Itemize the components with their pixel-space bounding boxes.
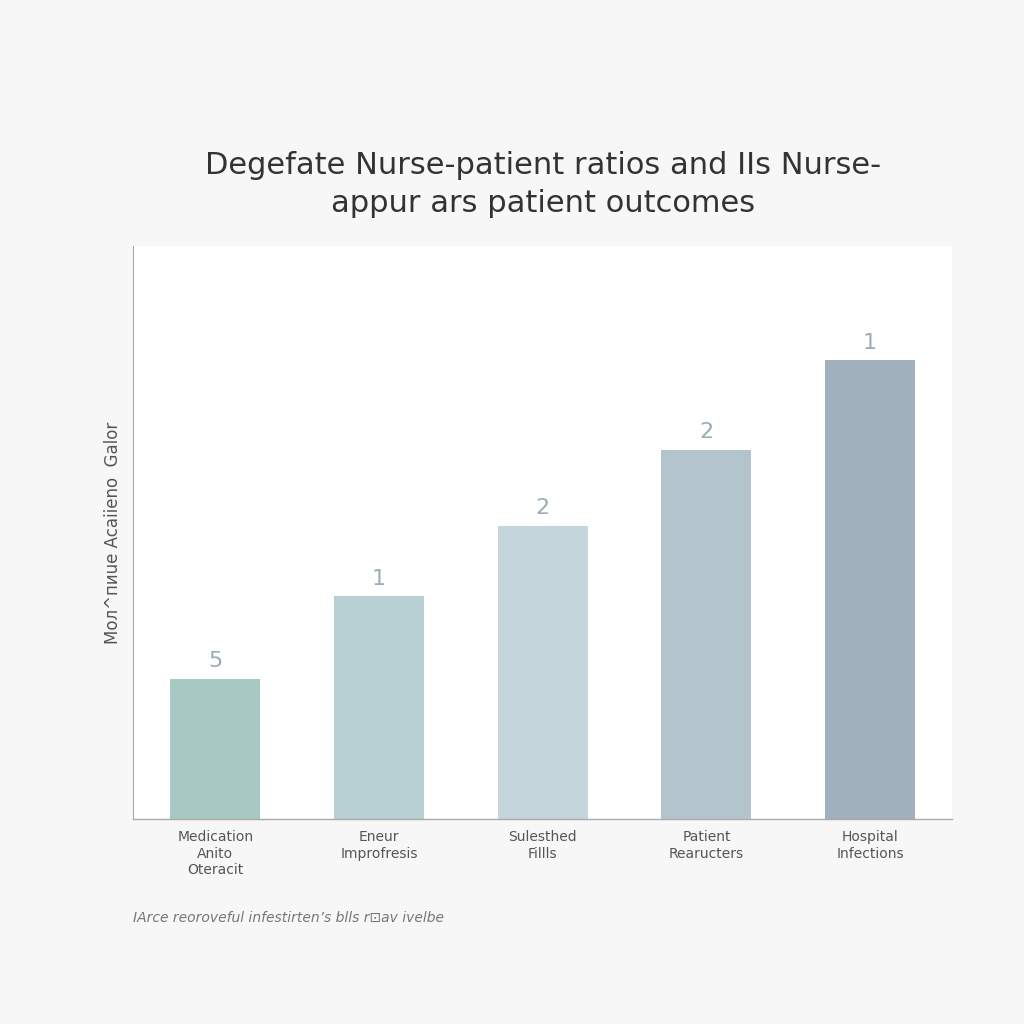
Text: 1: 1	[372, 568, 386, 589]
Bar	[498, 526, 588, 819]
Text: 5: 5	[208, 651, 222, 672]
Text: IArce reoroveful infestirten’s blls r⊡av ivelbe: IArce reoroveful infestirten’s blls r⊡av…	[133, 910, 444, 925]
Bar	[334, 596, 424, 819]
Y-axis label: Мол^пиue Acaiieno  Galor: Мол^пиue Acaiieno Galor	[104, 421, 122, 644]
Bar	[825, 360, 915, 819]
Text: 2: 2	[699, 422, 714, 442]
Text: 1: 1	[863, 333, 878, 353]
Bar	[662, 450, 752, 819]
Text: 2: 2	[536, 499, 550, 518]
Bar	[170, 679, 260, 819]
Text: Degefate Nurse-patient ratios and IIs Nurse-
appur ars patient outcomes: Degefate Nurse-patient ratios and IIs Nu…	[205, 151, 881, 218]
